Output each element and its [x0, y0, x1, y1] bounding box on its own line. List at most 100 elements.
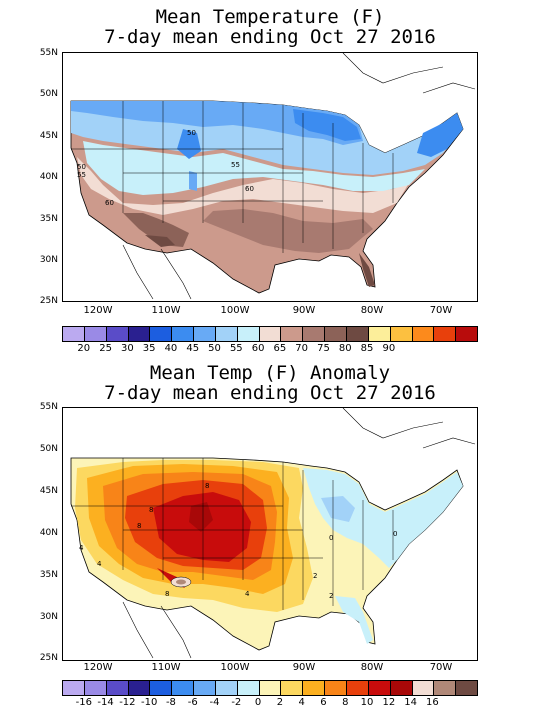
lon-label: 90W	[292, 305, 316, 316]
colorbar-swatch	[346, 327, 369, 341]
colorbar-swatch	[128, 327, 151, 341]
colorbar-label: -4	[209, 697, 220, 708]
lat-label: 45N	[39, 131, 58, 141]
colorbar-label: 25	[99, 343, 112, 354]
colorbar-swatch	[63, 327, 85, 341]
colorbar-label: -12	[119, 697, 136, 708]
colorbar-swatch	[128, 681, 151, 695]
colorbar-swatch	[412, 327, 435, 341]
panel2-map-svg: 8 8 8 8 4 4 4 2 0 0 2	[63, 408, 477, 660]
colorbar-swatch	[194, 681, 216, 695]
lat-label: 40N	[39, 528, 58, 538]
panel2-map: 8 8 8 8 4 4 4 2 0 0 2	[62, 407, 478, 661]
colorbar-label: 16	[426, 697, 439, 708]
lon-label: 80W	[360, 305, 384, 316]
panel2-title: Mean Temp (F) Anomaly	[149, 362, 391, 384]
colorbar-label: 40	[164, 343, 178, 354]
lon-label: 120W	[83, 305, 113, 316]
lat-label: 35N	[39, 214, 58, 224]
colorbar-label: 14	[404, 697, 417, 708]
colorbar-label: 0	[254, 697, 262, 708]
lon-label: 80W	[360, 662, 384, 673]
colorbar-swatch	[63, 681, 85, 695]
colorbar-swatch	[237, 327, 260, 341]
colorbar-label: 30	[120, 343, 134, 354]
colorbar-swatch	[456, 681, 478, 695]
contour-label: 50	[187, 129, 196, 137]
lat-label: 40N	[39, 172, 58, 182]
colorbar-swatch	[106, 681, 129, 695]
lat-label: 30N	[39, 612, 58, 622]
colorbar-swatch	[106, 327, 129, 341]
colorbar-swatch	[346, 681, 369, 695]
colorbar-label: 55	[229, 343, 243, 354]
colorbar-label: 60	[251, 343, 265, 354]
panel1-colorbar	[62, 326, 478, 342]
lon-label: 100W	[220, 662, 250, 673]
lat-label: 45N	[39, 486, 58, 496]
panel1-subtitle: 7-day mean ending Oct 27 2016	[104, 26, 436, 48]
contour-label: 4	[97, 560, 102, 568]
lat-label: 55N	[39, 48, 58, 58]
colorbar-swatch	[456, 327, 478, 341]
panel2-subtitle: 7-day mean ending Oct 27 2016	[104, 382, 436, 404]
colorbar-swatch	[390, 681, 413, 695]
colorbar-label: -2	[231, 697, 242, 708]
lon-label: 100W	[220, 305, 250, 316]
colorbar-swatch	[303, 327, 326, 341]
contour-label: 60	[245, 185, 254, 193]
contour-label: 8	[205, 482, 209, 490]
colorbar-swatch	[325, 681, 347, 695]
colorbar-swatch	[150, 327, 173, 341]
colorbar-swatch	[150, 681, 173, 695]
lon-label: 70W	[429, 305, 453, 316]
panel1-title: Mean Temperature (F)	[155, 6, 385, 28]
contour-label: 60	[105, 199, 114, 207]
colorbar-swatch	[215, 327, 238, 341]
contour-label: 0	[329, 534, 333, 542]
colorbar-label: 35	[142, 343, 156, 354]
lon-label: 120W	[83, 662, 113, 673]
panel2-colorbar	[62, 680, 478, 696]
lat-label: 25N	[39, 653, 58, 663]
colorbar-swatch	[412, 681, 435, 695]
colorbar-label: 6	[320, 697, 327, 708]
panel1-map-svg: 50 50 55 55 60 60	[63, 53, 477, 301]
lon-label: 70W	[429, 662, 453, 673]
lon-label: 110W	[151, 305, 181, 316]
colorbar-label: 45	[186, 343, 200, 354]
contour-label: 4	[245, 590, 250, 598]
colorbar-swatch	[325, 327, 347, 341]
colorbar-label: 8	[342, 697, 349, 708]
lon-label: 110W	[151, 662, 181, 673]
colorbar-swatch	[172, 681, 195, 695]
panel1-map: 50 50 55 55 60 60	[62, 52, 478, 302]
colorbar-swatch	[237, 681, 260, 695]
lat-label: 50N	[39, 89, 58, 99]
colorbar-label: 80	[338, 343, 352, 354]
colorbar-label: 90	[382, 343, 396, 354]
colorbar-swatch	[84, 681, 107, 695]
colorbar-label: 70	[295, 343, 309, 354]
colorbar-label: -10	[140, 697, 158, 708]
colorbar-swatch	[259, 681, 282, 695]
lat-label: 50N	[39, 444, 58, 454]
lat-label: 35N	[39, 570, 58, 580]
lat-label: 55N	[39, 402, 58, 412]
contour-label: 2	[313, 572, 317, 580]
contour-label: 50	[77, 163, 86, 171]
colorbar-swatch	[368, 327, 391, 341]
colorbar-label: 85	[360, 343, 374, 354]
colorbar-label: 50	[208, 343, 221, 354]
contour-label: 0	[393, 530, 397, 538]
contour-label: 8	[165, 590, 169, 598]
colorbar-label: 2	[276, 697, 284, 708]
colorbar-label: 65	[273, 343, 287, 354]
colorbar-swatch	[434, 681, 457, 695]
colorbar-swatch	[194, 327, 216, 341]
contour-label: 8	[137, 522, 141, 530]
colorbar-swatch	[434, 327, 457, 341]
colorbar-swatch	[259, 327, 282, 341]
colorbar-swatch	[281, 327, 304, 341]
colorbar-label: -16	[75, 697, 92, 708]
